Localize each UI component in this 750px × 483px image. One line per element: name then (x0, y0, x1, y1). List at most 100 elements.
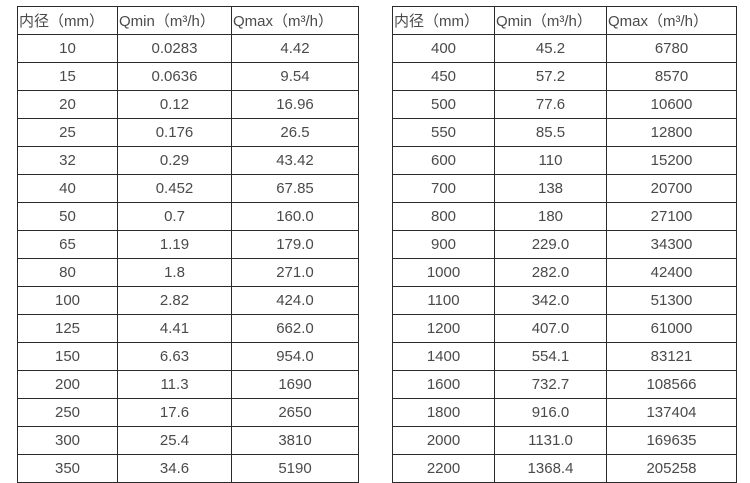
table-row: 80 1.8 271.0 (17, 258, 359, 287)
column-header-qmax: Qmax（m³/h） (606, 6, 737, 35)
table-cell: 40 (17, 174, 118, 203)
table-cell: 65 (17, 230, 118, 259)
table-cell: 0.0636 (117, 62, 232, 91)
table-cell: 42400 (606, 258, 737, 287)
table-cell: 1690 (231, 370, 359, 399)
table-row: 50 0.7 160.0 (17, 202, 359, 231)
table-row: 10 0.0283 4.42 (17, 34, 359, 63)
table-cell: 1000 (392, 258, 495, 287)
table-cell: 954.0 (231, 342, 359, 371)
table-cell: 108566 (606, 370, 737, 399)
table-cell: 600 (392, 146, 495, 175)
table-cell: 11.3 (117, 370, 232, 399)
table-cell: 424.0 (231, 286, 359, 315)
table-cell: 450 (392, 62, 495, 91)
table-cell: 250 (17, 398, 118, 427)
table-cell: 0.0283 (117, 34, 232, 63)
table-row: 1800 916.0 137404 (392, 398, 737, 427)
table-cell: 77.6 (494, 90, 607, 119)
table-cell: 271.0 (231, 258, 359, 287)
table-cell: 34.6 (117, 454, 232, 483)
table-cell: 6780 (606, 34, 737, 63)
column-header-diameter: 内径（mm） (17, 6, 118, 35)
table-cell: 282.0 (494, 258, 607, 287)
table-cell: 15 (17, 62, 118, 91)
table-row: 500 77.6 10600 (392, 90, 737, 119)
table-cell: 500 (392, 90, 495, 119)
table-cell: 916.0 (494, 398, 607, 427)
table-row: 1100 342.0 51300 (392, 286, 737, 315)
table-row: 550 85.5 12800 (392, 118, 737, 147)
table-cell: 16.96 (231, 90, 359, 119)
table-cell: 732.7 (494, 370, 607, 399)
table-cell: 9.54 (231, 62, 359, 91)
table-cell: 61000 (606, 314, 737, 343)
table-cell: 67.85 (231, 174, 359, 203)
table-cell: 27100 (606, 202, 737, 231)
table-cell: 51300 (606, 286, 737, 315)
table-cell: 5190 (231, 454, 359, 483)
table-cell: 50 (17, 202, 118, 231)
table-cell: 10 (17, 34, 118, 63)
table-cell: 125 (17, 314, 118, 343)
table-cell: 0.12 (117, 90, 232, 119)
table-cell: 8570 (606, 62, 737, 91)
table-cell: 0.176 (117, 118, 232, 147)
flow-rate-table-small-diameters: 内径（mm） Qmin（m³/h） Qmax（m³/h） 10 0.0283 4.4… (17, 6, 359, 483)
table-row: 1600 732.7 108566 (392, 370, 737, 399)
table-cell: 43.42 (231, 146, 359, 175)
table-row: 150 6.63 954.0 (17, 342, 359, 371)
table-cell: 1.8 (117, 258, 232, 287)
table-cell: 1800 (392, 398, 495, 427)
table-row: 200 11.3 1690 (17, 370, 359, 399)
table-cell: 12800 (606, 118, 737, 147)
table-cell: 554.1 (494, 342, 607, 371)
table-cell: 17.6 (117, 398, 232, 427)
table-cell: 10600 (606, 90, 737, 119)
table-row: 400 45.2 6780 (392, 34, 737, 63)
table-cell: 34300 (606, 230, 737, 259)
table-row: 2200 1368.4 205258 (392, 454, 737, 483)
table-cell: 4.42 (231, 34, 359, 63)
table-cell: 57.2 (494, 62, 607, 91)
table-cell: 900 (392, 230, 495, 259)
table-cell: 4.41 (117, 314, 232, 343)
table-row: 20 0.12 16.96 (17, 90, 359, 119)
table-cell: 400 (392, 34, 495, 63)
table-row: 125 4.41 662.0 (17, 314, 359, 343)
table-cell: 25.4 (117, 426, 232, 455)
table-row: 25 0.176 26.5 (17, 118, 359, 147)
table-cell: 1100 (392, 286, 495, 315)
table-row: 800 180 27100 (392, 202, 737, 231)
table-row: 300 25.4 3810 (17, 426, 359, 455)
table-row: 15 0.0636 9.54 (17, 62, 359, 91)
table-row: 1400 554.1 83121 (392, 342, 737, 371)
table-cell: 150 (17, 342, 118, 371)
table-cell: 179.0 (231, 230, 359, 259)
table-cell: 25 (17, 118, 118, 147)
column-header-qmin: Qmin（m³/h） (494, 6, 607, 35)
table-cell: 160.0 (231, 202, 359, 231)
table-cell: 20 (17, 90, 118, 119)
table-row: 1200 407.0 61000 (392, 314, 737, 343)
table-header-row: 内径（mm） Qmin（m³/h） Qmax（m³/h） (392, 6, 737, 35)
table-cell: 180 (494, 202, 607, 231)
table-cell: 205258 (606, 454, 737, 483)
table-cell: 169635 (606, 426, 737, 455)
table-row: 250 17.6 2650 (17, 398, 359, 427)
table-cell: 300 (17, 426, 118, 455)
column-header-diameter: 内径（mm） (392, 6, 495, 35)
table-cell: 1600 (392, 370, 495, 399)
table-cell: 2.82 (117, 286, 232, 315)
table-cell: 0.452 (117, 174, 232, 203)
table-cell: 1131.0 (494, 426, 607, 455)
table-cell: 1400 (392, 342, 495, 371)
table-cell: 350 (17, 454, 118, 483)
table-cell: 0.7 (117, 202, 232, 231)
table-cell: 6.63 (117, 342, 232, 371)
table-cell: 32 (17, 146, 118, 175)
table-cell: 662.0 (231, 314, 359, 343)
table-row: 40 0.452 67.85 (17, 174, 359, 203)
table-row: 350 34.6 5190 (17, 454, 359, 483)
